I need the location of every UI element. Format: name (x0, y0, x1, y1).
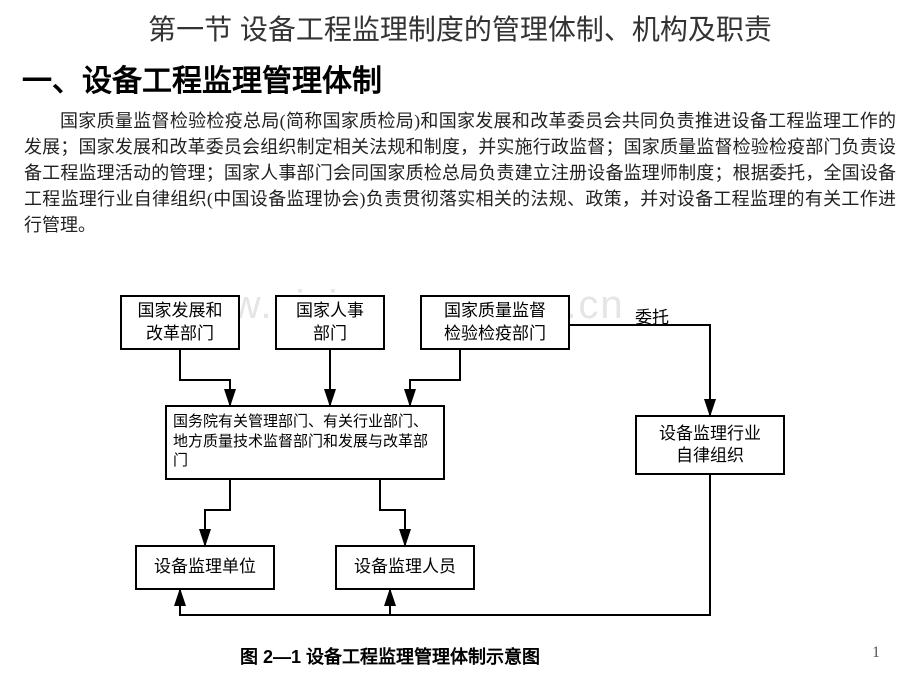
page-number: 1 (872, 644, 880, 662)
section-title: 第一节 设备工程监理制度的管理体制、机构及职责 (0, 0, 920, 48)
body-paragraph: 国家质量监督检验检疫总局(简称国家质检局)和国家发展和改革委员会共同负责推进设备… (0, 108, 920, 238)
edge-label-entrust: 委托 (635, 303, 669, 328)
flowchart-node-n5: 设备监理行业 自律组织 (635, 415, 785, 475)
flowchart-edge-4 (380, 480, 405, 545)
flowchart-edge-5 (570, 325, 710, 415)
flowchart-edge-0 (180, 350, 230, 405)
flowchart-node-n6: 设备监理单位 (135, 545, 275, 590)
flowchart-container: www.zixi m.cn 国家发展和 改革部门国家人事 部门国家质量监督 检验… (80, 285, 880, 685)
flowchart-node-n1: 国家发展和 改革部门 (120, 295, 240, 350)
flowchart-node-n7: 设备监理人员 (335, 545, 475, 590)
flowchart-node-n4: 国务院有关管理部门、有关行业部门、地方质量技术监督部门和发展与改革部门 (165, 405, 445, 480)
flowchart-edge-7 (390, 590, 710, 615)
flowchart-edge-3 (205, 480, 230, 545)
section-subtitle: 一、设备工程监理管理体制 (0, 48, 920, 108)
flowchart-edge-2 (410, 350, 460, 405)
flowchart-node-n3: 国家质量监督 检验检疫部门 (420, 295, 570, 350)
flowchart-caption: 图 2—1 设备工程监理管理体制示意图 (240, 643, 540, 669)
flowchart-node-n2: 国家人事 部门 (275, 295, 385, 350)
